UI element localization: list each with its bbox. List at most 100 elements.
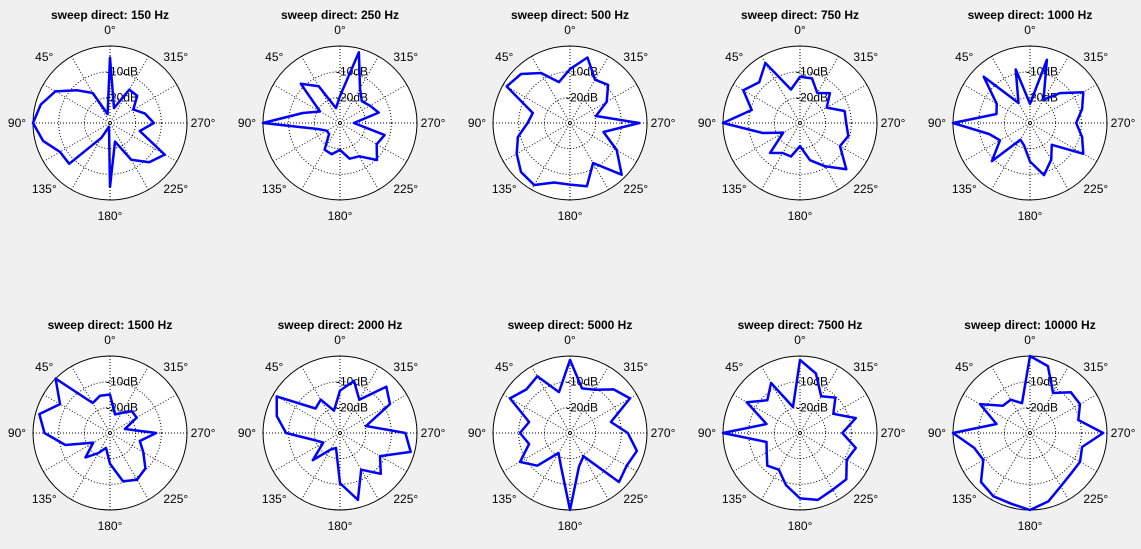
angle-tick-label: 180° (788, 519, 813, 533)
db-ring-label: -20dB (796, 400, 828, 414)
subplot-title: sweep direct: 1500 Hz (48, 318, 173, 332)
angle-tick-label: 45° (955, 360, 973, 374)
angle-tick-label: 90° (8, 116, 26, 130)
subplot-title: sweep direct: 750 Hz (741, 8, 859, 22)
angle-tick-label: 135° (32, 492, 57, 506)
angle-tick-label: 180° (1018, 519, 1043, 533)
angle-tick-label: 90° (928, 426, 946, 440)
angle-tick-label: 270° (1111, 116, 1136, 130)
angle-tick-label: 225° (393, 182, 418, 196)
db-ring-label: -10dB (796, 375, 828, 389)
polar-data-trace (38, 377, 158, 483)
polar-subplot: sweep direct: 10000 Hz -10dB -20dB 0° 45° 90°… (928, 318, 1136, 533)
polar-grid-ring (748, 71, 852, 175)
angle-tick-label: 0° (1024, 333, 1036, 347)
angle-tick-label: 225° (163, 492, 188, 506)
polar-grid-ring (748, 381, 852, 485)
angle-tick-label: 90° (468, 426, 486, 440)
db-ring-label: -20dB (566, 90, 598, 104)
angle-tick-label: 45° (495, 360, 513, 374)
angle-tick-label: 135° (722, 492, 747, 506)
angle-tick-label: 180° (558, 519, 583, 533)
angle-tick-label: 0° (564, 23, 576, 37)
angle-tick-label: 0° (334, 23, 346, 37)
polar-data-trace (951, 58, 1085, 177)
polar-grid-ring (288, 381, 392, 485)
angle-tick-label: 0° (104, 23, 116, 37)
angle-tick-label: 315° (393, 360, 418, 374)
subplot-title: sweep direct: 10000 Hz (964, 318, 1095, 332)
polar-subplot: sweep direct: 250 Hz-10dB-20dB0°45°90°13… (238, 8, 446, 223)
db-ring-label: -10dB (1026, 375, 1058, 389)
subplot-title: sweep direct: 1000 Hz (968, 8, 1093, 22)
subplot-title: sweep direct: 500 Hz (511, 8, 629, 22)
angle-tick-label: 0° (1024, 23, 1036, 37)
polar-grid-ring (978, 381, 1082, 485)
angle-tick-label: 135° (722, 182, 747, 196)
angle-tick-label: 270° (881, 116, 906, 130)
polar-data-trace (508, 358, 639, 512)
angle-tick-label: 180° (328, 519, 353, 533)
angle-tick-label: 45° (35, 360, 53, 374)
polar-data-trace (261, 51, 386, 162)
polar-data-trace (505, 56, 641, 188)
angle-tick-label: 270° (1111, 426, 1136, 440)
db-ring-label: -20dB (336, 400, 368, 414)
polar-subplot: sweep direct: 1000 Hz-10dB-20dB0°45°90°1… (928, 8, 1136, 223)
angle-tick-label: 225° (623, 182, 648, 196)
angle-tick-label: 315° (1083, 360, 1108, 374)
angle-tick-label: 90° (698, 116, 716, 130)
angle-tick-label: 270° (651, 116, 676, 130)
angle-tick-label: 225° (1083, 492, 1108, 506)
angle-tick-label: 225° (393, 492, 418, 506)
angle-tick-label: 45° (265, 360, 283, 374)
angle-tick-label: 0° (794, 23, 806, 37)
angle-tick-label: 225° (853, 182, 878, 196)
subplot-title: sweep direct: 7500 Hz (738, 318, 863, 332)
angle-tick-label: 315° (853, 360, 878, 374)
angle-tick-label: 135° (262, 492, 287, 506)
polar-grid-ring (518, 71, 622, 175)
angle-tick-label: 315° (623, 50, 648, 64)
polar-subplot: sweep direct: 7500 Hz -10dB -20dB 0° 45° 90° 1… (698, 318, 906, 533)
polar-subplot: sweep direct: 750 Hz-10dB-20dB0°45°90°13… (698, 8, 906, 223)
angle-tick-label: 180° (1018, 209, 1043, 223)
polar-subplot: sweep direct: 150 Hz-10dB-20dB0°45°90°13… (8, 8, 216, 223)
angle-tick-label: 90° (928, 116, 946, 130)
polar-subplot: sweep direct: 1500 Hz-10dB-20dB0°45°90°1… (8, 318, 216, 533)
angle-tick-label: 135° (952, 182, 977, 196)
angle-tick-label: 90° (238, 116, 256, 130)
polar-data-trace (31, 56, 166, 189)
polar-subplot: sweep direct: 5000 Hz -10dB -20dB 0° 45° 90° 1… (468, 318, 676, 533)
angle-tick-label: 225° (1083, 182, 1108, 196)
angle-tick-label: 315° (163, 50, 188, 64)
angle-tick-label: 270° (421, 426, 446, 440)
polar-subplot: sweep direct: 500 Hz-10dB-20dB0°45°90°13… (468, 8, 676, 223)
angle-tick-label: 90° (468, 116, 486, 130)
angle-tick-label: 45° (725, 50, 743, 64)
subplot-title: sweep direct: 150 Hz (51, 8, 169, 22)
angle-tick-label: 45° (495, 50, 513, 64)
polar-grid-ring (978, 71, 1082, 175)
polar-grid-ring (518, 381, 622, 485)
polar-data-trace (275, 379, 412, 502)
subplot-title: sweep direct: 5000 Hz (508, 318, 633, 332)
angle-tick-label: 270° (651, 426, 676, 440)
angle-tick-label: 90° (238, 426, 256, 440)
angle-tick-label: 225° (853, 492, 878, 506)
polar-grid-ring (58, 381, 162, 485)
angle-tick-label: 45° (955, 50, 973, 64)
angle-tick-label: 315° (853, 50, 878, 64)
angle-tick-label: 0° (564, 333, 576, 347)
angle-tick-label: 315° (1083, 50, 1108, 64)
db-ring-label: -10dB (566, 375, 598, 389)
angle-tick-label: 180° (558, 209, 583, 223)
angle-tick-label: 315° (163, 360, 188, 374)
db-ring-label: -20dB (1026, 400, 1058, 414)
angle-tick-label: 270° (191, 116, 216, 130)
angle-tick-label: 0° (794, 333, 806, 347)
angle-tick-label: 180° (98, 209, 123, 223)
angle-tick-label: 45° (725, 360, 743, 374)
angle-tick-label: 315° (393, 50, 418, 64)
